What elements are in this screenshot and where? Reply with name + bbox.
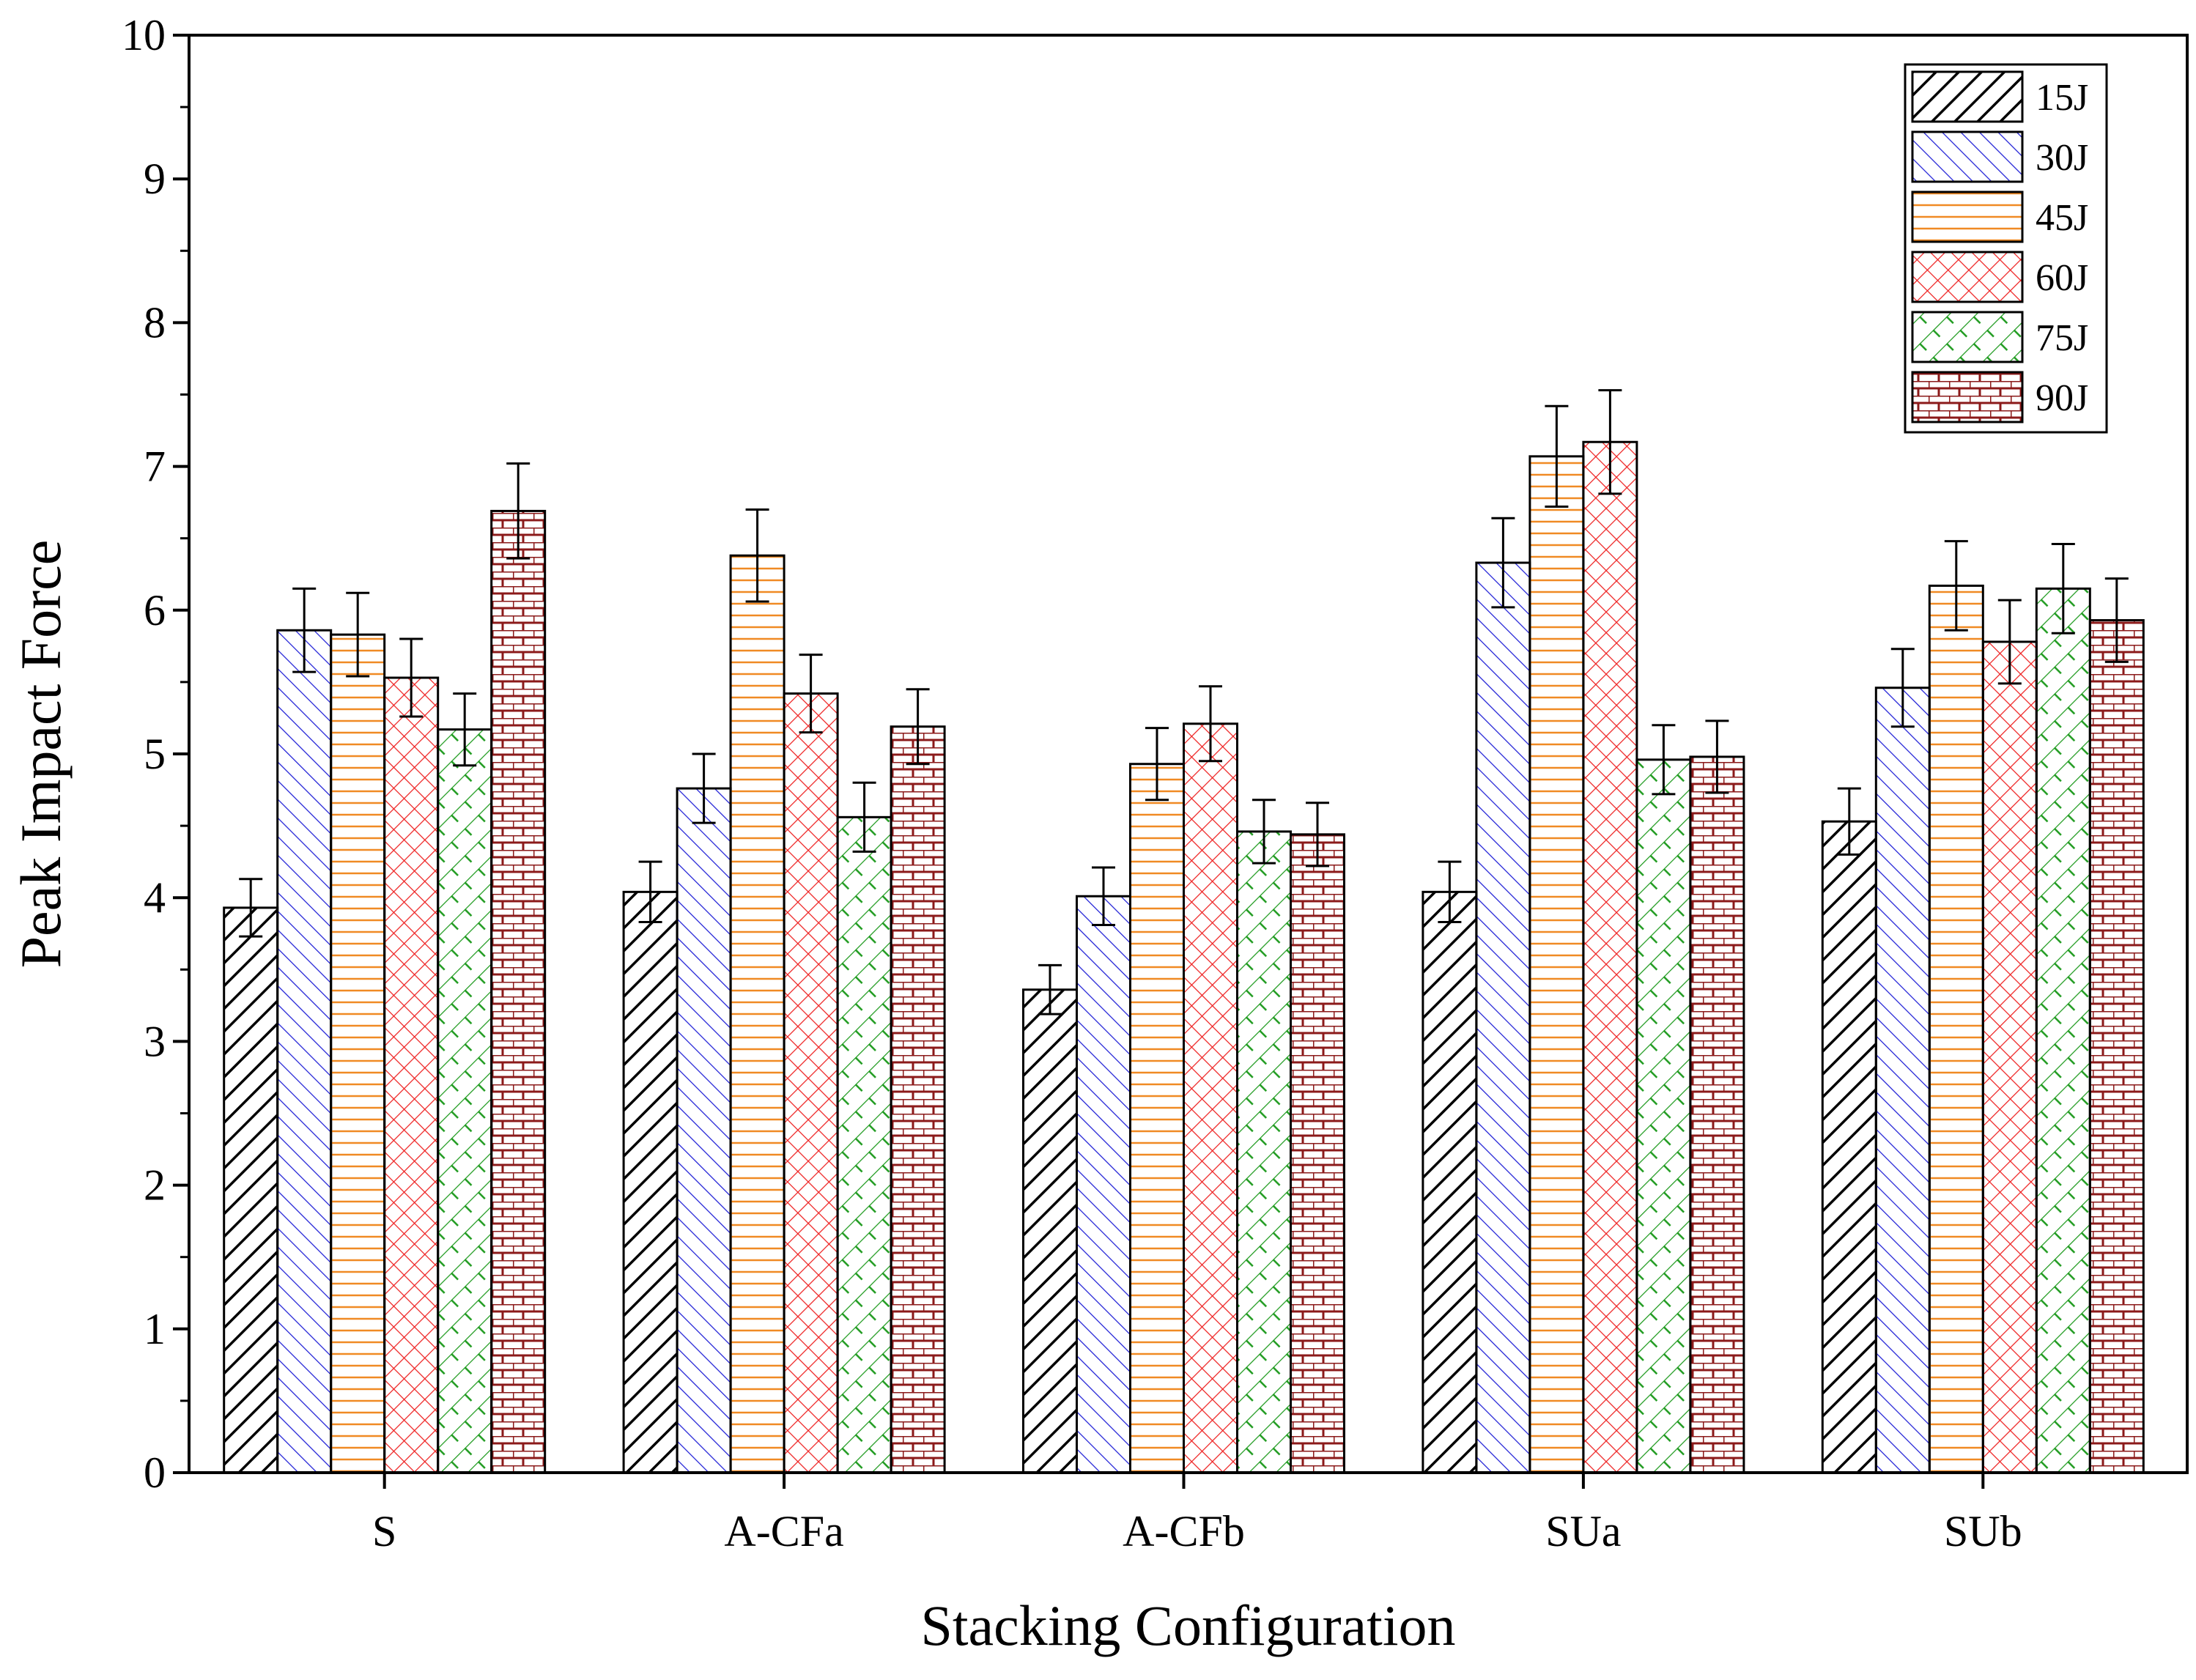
legend-label-90J: 90J <box>2036 377 2088 419</box>
x-tick-label-A-CFb: A-CFb <box>1123 1507 1245 1555</box>
bar-90J-SUb <box>2088 619 2145 1474</box>
error-bar-90J-A-CFb <box>1306 802 1329 867</box>
error-bar-45J-SUa <box>1545 404 1569 508</box>
bar-60J-A-CFb <box>1183 722 1238 1474</box>
legend-swatch-15J <box>1911 70 2024 123</box>
bar-45J-SUb <box>1928 584 1984 1474</box>
bar-60J-SUb <box>1981 640 2038 1474</box>
x-tick-label-SUb: SUb <box>1944 1507 2022 1555</box>
bar-30J-S <box>276 629 333 1474</box>
error-bar-45J-A-CFb <box>1145 727 1169 802</box>
bar-75J-A-CFa <box>836 815 892 1474</box>
x-tick-label-A-CFa: A-CFa <box>724 1507 843 1555</box>
bar-90J-S <box>490 509 547 1474</box>
error-bar-60J-SUa <box>1598 389 1622 495</box>
error-bar-30J-SUb <box>1890 648 1915 728</box>
bars-layer <box>223 440 2145 1474</box>
bar-75J-A-CFb <box>1236 830 1292 1474</box>
y-tick-label: 4 <box>144 873 166 922</box>
bar-90J-SUa <box>1689 755 1745 1474</box>
error-bars-layer <box>239 389 2129 1015</box>
y-tick-label: 8 <box>144 298 166 347</box>
legend-label-60J: 60J <box>2036 257 2088 299</box>
bar-75J-SUb <box>2035 587 2091 1474</box>
error-bar-30J-A-CFb <box>1092 866 1115 926</box>
bar-15J-SUb <box>1821 820 1877 1474</box>
legend-swatch-30J <box>1911 130 2024 183</box>
error-bar-60J-A-CFa <box>799 654 823 734</box>
y-tick-label: 2 <box>144 1161 166 1210</box>
y-tick-label: 5 <box>144 730 166 778</box>
error-bar-30J-SUa <box>1491 517 1515 609</box>
error-bar-45J-SUb <box>1944 540 1968 632</box>
bar-15J-SUa <box>1422 890 1478 1474</box>
y-tick-label: 10 <box>122 11 166 59</box>
bar-15J-A-CFa <box>622 890 679 1474</box>
error-bar-15J-A-CFa <box>638 860 662 924</box>
bar-45J-A-CFb <box>1129 763 1185 1474</box>
y-tick-label: 7 <box>144 443 166 491</box>
error-bar-75J-S <box>453 692 477 767</box>
bar-45J-A-CFa <box>729 554 785 1474</box>
bar-15J-S <box>223 906 279 1474</box>
bar-60J-S <box>383 676 440 1474</box>
legend: 15J 30J 45J 60J 75J 90J <box>1904 63 2108 434</box>
bar-30J-A-CFa <box>676 787 732 1474</box>
error-bar-75J-SUa <box>1652 724 1676 796</box>
bar-90J-A-CFa <box>890 725 946 1474</box>
error-bar-60J-A-CFb <box>1199 685 1222 763</box>
bar-30J-SUa <box>1475 561 1531 1474</box>
legend-box <box>1904 63 2108 434</box>
error-bar-90J-SUa <box>1705 719 1729 794</box>
bar-45J-SUa <box>1528 455 1585 1474</box>
bar-60J-A-CFa <box>783 692 839 1474</box>
y-tick-label: 9 <box>144 155 166 203</box>
legend-label-75J: 75J <box>2036 317 2088 359</box>
bar-90J-A-CFb <box>1290 833 1345 1474</box>
error-bar-75J-A-CFa <box>852 781 876 853</box>
error-bar-90J-A-CFa <box>906 688 930 766</box>
bar-75J-S <box>437 728 493 1474</box>
y-tick-label: 1 <box>144 1305 166 1353</box>
legend-label-15J: 15J <box>2036 77 2088 119</box>
y-axis-title: Peak Impact Force <box>9 540 73 969</box>
legend-swatch-90J <box>1911 371 2024 423</box>
legend-swatch-60J <box>1911 251 2024 303</box>
bar-75J-SUa <box>1635 758 1692 1474</box>
error-bar-30J-S <box>292 587 317 673</box>
error-bar-30J-A-CFa <box>692 752 716 824</box>
bar-60J-SUa <box>1582 440 1638 1474</box>
error-bar-75J-A-CFb <box>1252 799 1276 865</box>
bar-45J-S <box>330 633 386 1474</box>
error-bar-60J-S <box>399 637 424 718</box>
y-tick-label: 3 <box>144 1017 166 1065</box>
error-bar-90J-SUb <box>2104 577 2129 663</box>
legend-swatch-45J <box>1911 190 2024 243</box>
legend-label-30J: 30J <box>2036 137 2088 179</box>
bar-30J-SUb <box>1874 687 1931 1474</box>
error-bar-15J-A-CFb <box>1038 963 1062 1015</box>
axes-layer: 0 1 2 3 4 5 6 7 8 9 10 S A-CFa A-CFb SUa SUb <box>122 11 2189 1555</box>
x-tick-label-SUa: SUa <box>1545 1507 1621 1555</box>
y-tick-label: 6 <box>144 586 166 634</box>
error-bar-45J-S <box>346 591 370 678</box>
x-axis-title: Stacking Configuration <box>920 1594 1455 1657</box>
bar-30J-A-CFb <box>1076 895 1131 1474</box>
y-tick-label: 0 <box>144 1448 166 1497</box>
error-bar-75J-SUb <box>2051 543 2075 634</box>
x-tick-label-S: S <box>372 1507 396 1555</box>
error-bar-45J-A-CFa <box>745 508 769 603</box>
legend-swatch-75J <box>1911 311 2024 363</box>
error-bar-15J-S <box>239 878 263 938</box>
error-bar-15J-SUb <box>1837 787 1861 856</box>
error-bar-15J-SUa <box>1438 860 1462 924</box>
error-bar-60J-SUb <box>1997 599 2022 685</box>
error-bar-90J-S <box>506 462 530 560</box>
bar-15J-A-CFb <box>1022 988 1078 1474</box>
legend-label-45J: 45J <box>2036 197 2088 239</box>
